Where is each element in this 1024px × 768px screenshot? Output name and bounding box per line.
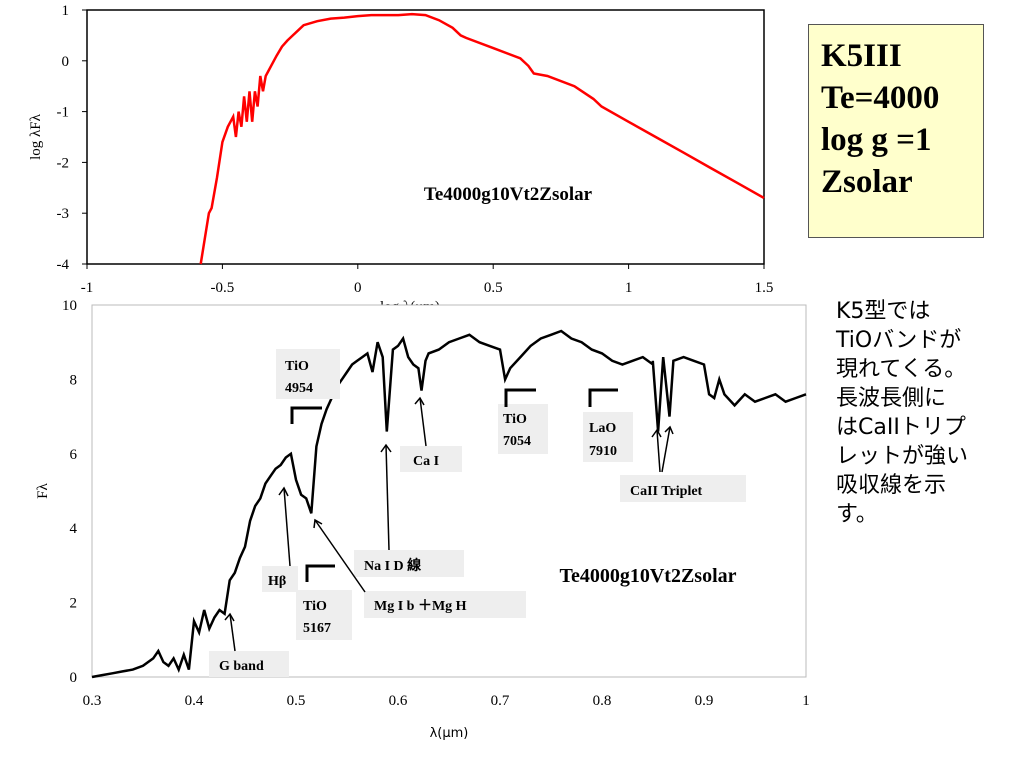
bottom-y-axis-label: Fλ <box>35 482 51 498</box>
explanation-note: K5型では TiOバンドが 現れてくる。 長波長側に はCaIIトリプ レットが… <box>836 297 996 529</box>
y-tick-label: -4 <box>57 257 70 273</box>
annotation-nai: Na I D 線 <box>354 550 464 577</box>
y-tick-label: -1 <box>57 105 70 121</box>
annotation-text: 4954 <box>285 381 313 396</box>
annotation-tio4954: TiO 4954 <box>276 349 340 399</box>
annotation-text: CaII Triplet <box>630 484 703 499</box>
x-tick-label: 0.5 <box>287 693 306 709</box>
info-line: K5III <box>821 38 902 74</box>
arrow-caii-2 <box>661 426 671 473</box>
annotation-gband: G band <box>209 651 289 677</box>
arrow-hbeta <box>283 487 291 567</box>
annotation-hbeta: Hβ <box>262 566 298 592</box>
arrow-head-nai <box>380 443 392 453</box>
annotation-text: G band <box>219 659 264 674</box>
info-line: log g =1 <box>821 122 932 158</box>
tio7054-bracket <box>504 388 536 407</box>
x-tick-label: 1 <box>802 693 810 709</box>
y-tick-label: 6 <box>70 447 78 463</box>
x-tick-label: 1 <box>625 280 633 296</box>
note-line: す。 <box>836 502 878 527</box>
arrow-head-gband <box>224 612 235 622</box>
arrow-head-hbeta <box>278 486 289 497</box>
annotation-text: 7054 <box>503 434 531 449</box>
annotation-caii: CaII Triplet <box>620 475 746 502</box>
x-tick-label: 1.5 <box>755 280 774 296</box>
tio5167-bracket <box>305 564 335 582</box>
arrow-nai <box>385 444 390 551</box>
bottom-x-axis-label: λ(μm) <box>430 726 469 741</box>
x-tick-label: 0.6 <box>389 693 408 709</box>
y-tick-label: -3 <box>57 206 70 222</box>
note-line: はCaIIトリプ <box>836 415 966 440</box>
annotation-text: 7910 <box>589 444 617 459</box>
note-line: 長波長側に <box>836 386 947 411</box>
note-line: 吸収線を示 <box>836 473 947 498</box>
top-plot-area <box>86 9 765 265</box>
top-x-ticks: -1 -0.5 0 0.5 1 1.5 <box>81 264 774 296</box>
annotation-text: 5167 <box>303 621 331 636</box>
top-chart: 10-1-2-3-4 -1 -0.5 0 0.5 1 1.5 Te4000g10Vt2Zs… <box>28 3 773 315</box>
x-tick-label: -1 <box>81 280 94 296</box>
x-tick-label: 0.8 <box>593 693 612 709</box>
info-line: Zsolar <box>821 164 913 200</box>
x-tick-label: 0.5 <box>484 280 503 296</box>
x-tick-label: 0.3 <box>83 693 102 709</box>
arrow-caii-1 <box>656 429 661 473</box>
bottom-x-ticks: 0.3 0.4 0.5 0.6 0.7 0.8 0.9 1 <box>83 693 810 709</box>
x-tick-label: -0.5 <box>211 280 235 296</box>
bottom-chart-title: Te4000g10Vt2Zsolar <box>559 565 736 587</box>
y-tick-label: -2 <box>57 155 70 171</box>
top-series-line <box>199 12 765 265</box>
arrow-head-caii-2 <box>664 425 674 435</box>
stellar-parameters-box: K5III Te=4000 log g =1 Zsolar <box>808 24 984 238</box>
annotation-text: Na I D 線 <box>364 557 421 574</box>
annotation-lao7910: LaO 7910 <box>583 412 633 462</box>
annotation-cai: Ca I <box>400 446 462 472</box>
annotation-tio7054: TiO 7054 <box>498 404 548 454</box>
top-y-axis-label: log λFλ <box>28 113 44 160</box>
note-line: レットが強い <box>836 444 969 469</box>
lao7910-bracket <box>588 388 618 407</box>
note-line: 現れてくる。 <box>836 357 967 382</box>
note-line: K5型では <box>836 299 931 324</box>
annotation-text: LaO <box>589 421 616 436</box>
bottom-y-ticks: 0 2 4 6 8 10 <box>62 298 78 686</box>
y-tick-label: 0 <box>70 670 78 686</box>
y-tick-label: 2 <box>70 596 78 612</box>
annotation-text: TiO <box>285 359 309 374</box>
annotation-tio5167: TiO 5167 <box>296 590 352 640</box>
arrow-head-cai <box>414 396 425 406</box>
y-tick-label: 0 <box>62 54 70 70</box>
annotation-text: TiO <box>303 599 327 614</box>
arrow-cai <box>419 397 427 447</box>
annotation-text: Hβ <box>268 574 286 589</box>
note-line: TiOバンドが <box>836 328 962 353</box>
top-chart-title: Te4000g10Vt2Zsolar <box>424 184 593 205</box>
arrow-mgib <box>314 519 366 593</box>
info-line: Te=4000 <box>821 80 940 116</box>
annotation-text: Mg I b ＋Mg H <box>374 599 467 614</box>
y-tick-label: 10 <box>62 298 77 314</box>
annotation-text: Ca I <box>413 454 439 469</box>
x-tick-label: 0.4 <box>185 693 204 709</box>
y-tick-label: 4 <box>70 521 78 537</box>
x-tick-label: 0 <box>354 280 362 296</box>
annotation-mgib: Mg I b ＋Mg H <box>364 591 526 618</box>
bottom-series-line <box>91 329 807 679</box>
top-y-ticks: 1 0 -1 -2 -3 -4 <box>57 3 87 273</box>
arrow-head-mgib <box>313 518 323 529</box>
x-tick-label: 0.9 <box>695 693 714 709</box>
x-tick-label: 0.7 <box>491 693 510 709</box>
annotation-arrows <box>224 396 674 652</box>
y-tick-label: 8 <box>70 372 78 388</box>
arrow-gband <box>229 613 236 652</box>
annotation-text: TiO <box>503 412 527 427</box>
tio4954-bracket <box>290 406 322 424</box>
y-tick-label: 1 <box>62 3 70 19</box>
arrow-head-caii-1 <box>651 428 662 438</box>
